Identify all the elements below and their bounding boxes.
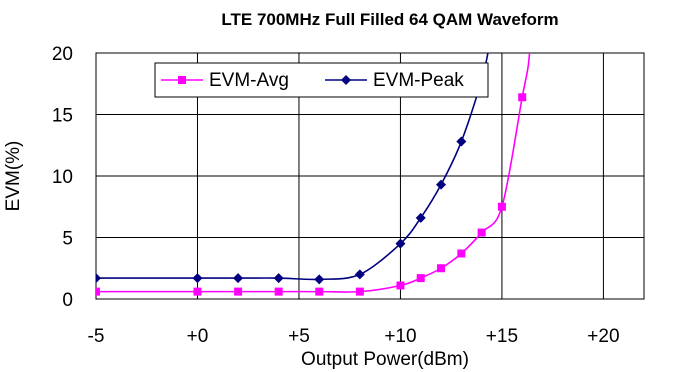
legend-label-evm-peak: EVM-Peak [373, 70, 464, 91]
data-point-evm-avg [437, 264, 446, 273]
y-tick-label: 10 [52, 167, 73, 188]
data-point-evm-avg [416, 274, 425, 283]
data-point-evm-avg [477, 228, 486, 237]
y-tick-label: 0 [62, 290, 73, 311]
data-point-evm-peak [456, 136, 467, 147]
plot-frame [95, 52, 645, 300]
data-point-evm-avg [315, 287, 324, 296]
legend: EVM-Avg EVM-Peak [154, 62, 489, 98]
legend-marker-evm-peak [341, 75, 351, 85]
data-point-evm-avg [193, 287, 202, 296]
data-point-evm-avg [96, 287, 100, 296]
tick-labels: -5 +0 +5 +10 +15 +20 0 5 10 15 20 [52, 44, 620, 347]
data-point-evm-peak [354, 269, 365, 280]
legend-marker-evm-avg [178, 76, 186, 84]
y-tick-label: 20 [52, 44, 73, 65]
y-tick-label: 15 [52, 106, 73, 127]
series-layer [96, 53, 531, 296]
x-tick-label: +15 [486, 326, 518, 347]
y-axis-label: EVM(%) [3, 141, 24, 212]
data-point-evm-peak [192, 273, 203, 284]
legend-label-evm-avg: EVM-Avg [209, 70, 289, 91]
data-point-evm-peak [273, 273, 284, 284]
data-point-evm-avg [396, 281, 405, 290]
data-point-evm-avg [457, 249, 466, 258]
x-tick-label: +10 [384, 326, 416, 347]
data-point-evm-avg [497, 202, 506, 211]
data-point-evm-peak [314, 274, 325, 285]
legend-box [154, 62, 489, 98]
x-tick-label: +20 [587, 326, 619, 347]
data-point-evm-peak [233, 273, 244, 284]
data-point-evm-avg [234, 287, 243, 296]
x-tick-label: -5 [88, 326, 105, 347]
y-tick-label: 5 [62, 229, 73, 250]
chart-title: LTE 700MHz Full Filled 64 QAM Waveform [221, 10, 558, 29]
x-tick-label: +0 [187, 326, 209, 347]
data-point-evm-peak [436, 179, 447, 190]
x-tick-label: +5 [288, 326, 310, 347]
data-point-evm-avg [355, 287, 364, 296]
data-point-evm-avg [274, 287, 283, 296]
data-point-evm-peak [96, 273, 101, 284]
x-axis-label: Output Power(dBm) [301, 349, 469, 370]
data-point-evm-peak [395, 238, 406, 249]
data-point-evm-avg [518, 93, 527, 102]
data-point-evm-peak [415, 212, 426, 223]
